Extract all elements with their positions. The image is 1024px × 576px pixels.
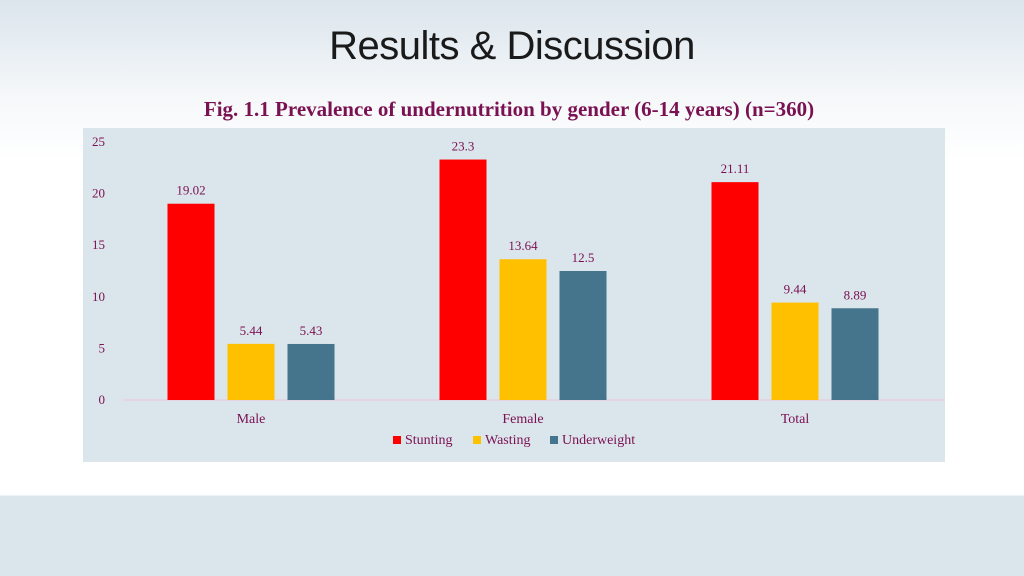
bar-underweight-total <box>831 308 879 400</box>
x-category-label: Male <box>237 412 266 427</box>
y-tick-label: 20 <box>92 186 105 201</box>
figure-caption: Fig. 1.1 Prevalence of undernutrition by… <box>203 97 815 121</box>
bar-wasting-total <box>771 302 819 400</box>
bar-wasting-female <box>499 259 547 400</box>
data-label-wasting-female: 13.64 <box>508 238 538 253</box>
legend-label-wasting: Wasting <box>485 433 531 448</box>
y-axis: 0 5 10 15 20 25 <box>92 134 105 407</box>
y-tick-label: 25 <box>92 134 105 149</box>
bar-wasting-male <box>227 343 275 400</box>
bars-group <box>167 159 879 400</box>
slide-title: Results & Discussion <box>329 24 695 68</box>
legend-swatch-stunting <box>393 436 401 444</box>
bar-stunting-male <box>167 203 215 400</box>
x-axis: Male Female Total <box>237 412 810 427</box>
data-label-underweight-male: 5.43 <box>300 323 323 338</box>
data-label-underweight-female: 12.5 <box>572 250 595 265</box>
y-tick-label: 0 <box>99 392 106 407</box>
y-tick-label: 10 <box>92 289 105 304</box>
legend-swatch-wasting <box>473 436 481 444</box>
legend-label-stunting: Stunting <box>405 433 452 448</box>
y-tick-label: 15 <box>92 237 105 252</box>
x-category-label: Total <box>781 412 810 427</box>
data-label-wasting-total: 9.44 <box>784 282 807 297</box>
data-label-stunting-total: 21.11 <box>721 161 750 176</box>
data-label-wasting-male: 5.44 <box>240 323 263 338</box>
bar-stunting-total <box>711 182 759 400</box>
data-labels-group: 19.02 23.3 21.11 5.44 13.64 9.44 5.43 12.5 8.89 <box>176 139 866 338</box>
bar-chart: 0 5 10 15 20 25 19.02 23.3 21.11 5.44 13.64 9.44 5.… <box>92 134 945 448</box>
chart-area: 0 5 10 15 20 25 19.02 23.3 21.11 5.44 13.64 9.44 5.… <box>83 128 945 462</box>
bar-underweight-male <box>287 343 335 400</box>
bar-stunting-female <box>439 159 487 400</box>
data-label-stunting-female: 23.3 <box>452 139 475 154</box>
legend-label-underweight: Underweight <box>562 433 635 448</box>
data-label-underweight-total: 8.89 <box>844 287 867 302</box>
legend-swatch-underweight <box>550 436 558 444</box>
legend: Stunting Wasting Underweight <box>393 433 635 448</box>
y-tick-label: 5 <box>99 340 106 355</box>
bar-underweight-female <box>559 271 607 400</box>
x-category-label: Female <box>502 412 543 427</box>
data-label-stunting-male: 19.02 <box>176 183 205 198</box>
